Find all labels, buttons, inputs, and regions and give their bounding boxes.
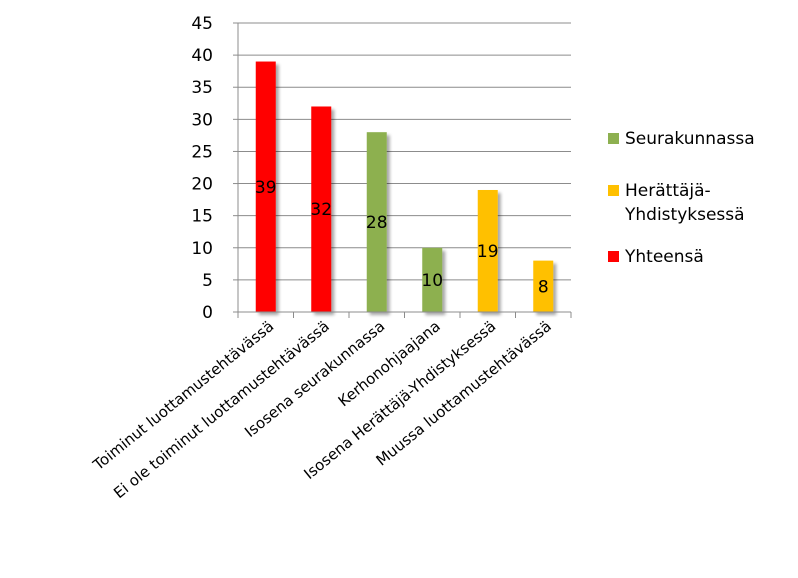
- legend-label: Yhteensä: [624, 247, 704, 267]
- data-labels: 39 32 28 10 19 8: [255, 178, 549, 298]
- legend-swatch: [608, 185, 619, 196]
- y-tick-label: 20: [191, 175, 213, 195]
- data-label: 10: [421, 271, 443, 291]
- y-tick-label: 40: [191, 46, 213, 66]
- y-tick-label: 10: [191, 239, 213, 259]
- x-tick-label: Ei ole toiminut luottamustehtävässä: [110, 317, 333, 502]
- bar: [533, 260, 554, 312]
- data-label: 8: [538, 277, 549, 297]
- bar: [477, 189, 498, 312]
- y-axis: 0 5 10 15 20 25 30 35 40 45: [191, 14, 239, 323]
- legend-label: Herättäjä-: [625, 181, 711, 201]
- bar: [366, 132, 387, 312]
- bars: [255, 61, 554, 313]
- gridlines: [238, 22, 571, 281]
- y-tick-label: 5: [202, 271, 213, 291]
- data-label: 19: [477, 242, 499, 262]
- bar: [311, 106, 332, 312]
- y-tick-label: 15: [191, 207, 213, 227]
- legend-label: Yhdistyksessä: [624, 205, 745, 225]
- y-tick-label: 0: [202, 303, 213, 323]
- data-label: 32: [310, 200, 332, 220]
- bar: [422, 247, 443, 312]
- y-tick-label: 30: [191, 110, 213, 130]
- legend-swatch: [608, 251, 619, 262]
- legend-swatch: [608, 133, 619, 144]
- bar: [255, 61, 276, 313]
- legend: Seurakunnassa Herättäjä- Yhdistyksessä Yhte…: [608, 129, 755, 267]
- legend-label: Seurakunnassa: [625, 129, 755, 149]
- y-tick-label: 25: [191, 142, 213, 162]
- data-label: 28: [366, 213, 388, 233]
- y-tick-label: 35: [191, 78, 213, 98]
- data-label: 39: [255, 178, 277, 198]
- y-tick-label: 45: [191, 14, 213, 34]
